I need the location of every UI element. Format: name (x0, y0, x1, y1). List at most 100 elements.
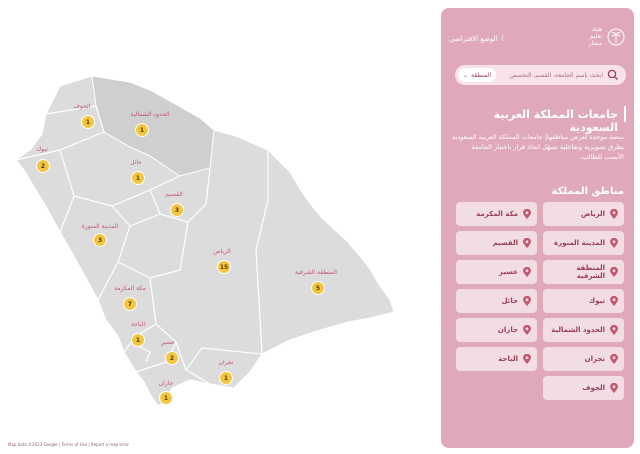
region-card[interactable]: الرياض (543, 202, 624, 226)
location-pin-icon (523, 354, 531, 364)
marker-circle[interactable] (81, 115, 95, 129)
marker-count: 2 (41, 163, 45, 170)
region-marker[interactable]: نجران 1 (219, 359, 234, 385)
region-marker[interactable]: مكة المكرمة 7 (114, 285, 146, 311)
region-card[interactable]: جازان (456, 318, 537, 342)
region-dropdown-label: المنطقة (471, 71, 491, 79)
marker-count: 3 (175, 207, 179, 214)
location-pin-icon (610, 383, 618, 393)
region-marker-label: الرياض (213, 248, 231, 255)
region-card-label: الباحة (498, 355, 518, 363)
region-marker[interactable]: جازان 1 (159, 380, 174, 405)
region-card-label: المنطقة الشرقية (576, 264, 605, 280)
region-card[interactable]: المنطقة الشرقية (543, 260, 624, 284)
region-marker-label: المنطقة الشرقية (295, 269, 337, 276)
region-marker[interactable]: الرياض 15 (213, 248, 231, 274)
marker-count: 15 (220, 264, 228, 271)
region-card[interactable]: مكة المكرمة (456, 202, 537, 226)
marker-circle[interactable] (217, 260, 231, 274)
palm-logo-icon (607, 28, 625, 45)
region-card[interactable]: الحدود الشمالية (543, 318, 624, 342)
region-card-label: حائل (501, 297, 518, 305)
region-card[interactable]: القصيم (456, 231, 537, 255)
marker-circle[interactable] (135, 123, 149, 137)
region-borders (15, 105, 269, 385)
marker-circle[interactable] (93, 233, 107, 247)
marker-count: 3 (98, 237, 102, 244)
region-marker-label: جازان (159, 380, 174, 387)
marker-circle[interactable] (165, 351, 179, 365)
region-card[interactable]: الجوف (543, 376, 624, 400)
marker-count: 1 (224, 375, 228, 382)
region-card[interactable]: الباحة (456, 347, 537, 371)
logo-text-1: هيئة (591, 26, 602, 33)
region-card-label: جازان (497, 326, 518, 334)
region-card-label: القصيم (492, 239, 518, 247)
regions-heading: مناطق المملكة (551, 186, 625, 197)
region-card[interactable]: المدينة المنورة (543, 231, 624, 255)
region-card-label: الرياض (580, 210, 605, 218)
marker-circle[interactable] (219, 371, 233, 385)
region-marker-label: المدينة المنورة (82, 223, 119, 230)
marker-count: 1 (136, 337, 140, 344)
region-marker-label: الحدود الشمالية (131, 111, 170, 118)
region-marker[interactable]: المدينة المنورة 3 (82, 223, 119, 247)
region-marker-label: مكة المكرمة (114, 285, 146, 292)
search-bar[interactable]: ابحث باسم الجامعة، القسم، التخصص المنطقة… (455, 65, 626, 85)
map-attribution: Map data ©2023 Google | Terms of Use | R… (8, 442, 129, 447)
region-marker[interactable]: عسير 2 (160, 339, 179, 365)
dark-mode-toggle[interactable]: ☾ الوضع الافتراضي (449, 34, 508, 43)
region-card[interactable]: تبوك (543, 289, 624, 313)
region-marker[interactable]: الباحة 1 (131, 321, 145, 347)
marker-count: 1 (86, 119, 90, 126)
region-card-label: تبوك (588, 297, 605, 305)
marker-circle[interactable] (36, 159, 50, 173)
region-dropdown[interactable]: المنطقة ⌄ (458, 68, 496, 82)
chevron-down-icon: ⌄ (463, 71, 469, 79)
marker-circle[interactable] (123, 297, 137, 311)
marker-circle[interactable] (131, 333, 145, 347)
region-card[interactable]: نجران (543, 347, 624, 371)
region-marker[interactable]: القصيم 3 (165, 191, 184, 217)
region-card[interactable]: حائل (456, 289, 537, 313)
region-card-label: عسير (498, 268, 518, 276)
marker-circle[interactable] (311, 281, 325, 295)
region-card-label: الحدود الشمالية (551, 326, 605, 334)
moon-icon: ☾ (500, 34, 508, 43)
page-description: منصة موحدة لعرض مناطقها| جامعات المملكة … (451, 133, 624, 161)
location-pin-icon (610, 267, 618, 277)
marker-circle[interactable] (170, 203, 184, 217)
search-input[interactable]: ابحث باسم الجامعة، القسم، التخصص (509, 71, 603, 79)
search-icon (607, 69, 618, 80)
region-card-label: مكة المكرمة (476, 210, 518, 218)
marker-count: 2 (170, 355, 174, 362)
region-marker[interactable]: الحدود الشمالية 1 (131, 111, 170, 137)
region-marker-label: الباحة (131, 321, 145, 328)
region-marker-label: القصيم (165, 191, 183, 198)
region-marker[interactable]: المنطقة الشرقية 5 (295, 269, 337, 295)
logo-text-2: تعليم (589, 33, 602, 40)
side-panel: هيئة تعليم مسار ☾ الوضع الافتراضي ابحث ب… (441, 8, 634, 448)
region-marker-label: عسير (160, 339, 175, 346)
location-pin-icon (610, 354, 618, 364)
marker-circle[interactable] (131, 171, 145, 185)
region-marker[interactable]: تبوك 2 (36, 146, 50, 173)
region-marker-label: تبوك (36, 146, 48, 153)
region-marker[interactable]: الجوف 1 (74, 103, 95, 129)
marker-count: 1 (136, 175, 140, 182)
logo-text-3: مسار (588, 40, 602, 47)
location-pin-icon (610, 296, 618, 306)
location-pin-icon (523, 325, 531, 335)
title-accent (624, 106, 626, 122)
location-pin-icon (523, 267, 531, 277)
dark-mode-label: الوضع الافتراضي (449, 34, 498, 43)
marker-circle[interactable] (159, 391, 173, 405)
marker-count: 1 (164, 395, 168, 402)
location-pin-icon (523, 209, 531, 219)
region-marker[interactable]: حائل 1 (130, 159, 145, 185)
top-bar: هيئة تعليم مسار ☾ الوضع الافتراضي (449, 20, 626, 50)
logo[interactable]: هيئة تعليم مسار (589, 26, 626, 47)
location-pin-icon (610, 238, 618, 248)
region-card[interactable]: عسير (456, 260, 537, 284)
